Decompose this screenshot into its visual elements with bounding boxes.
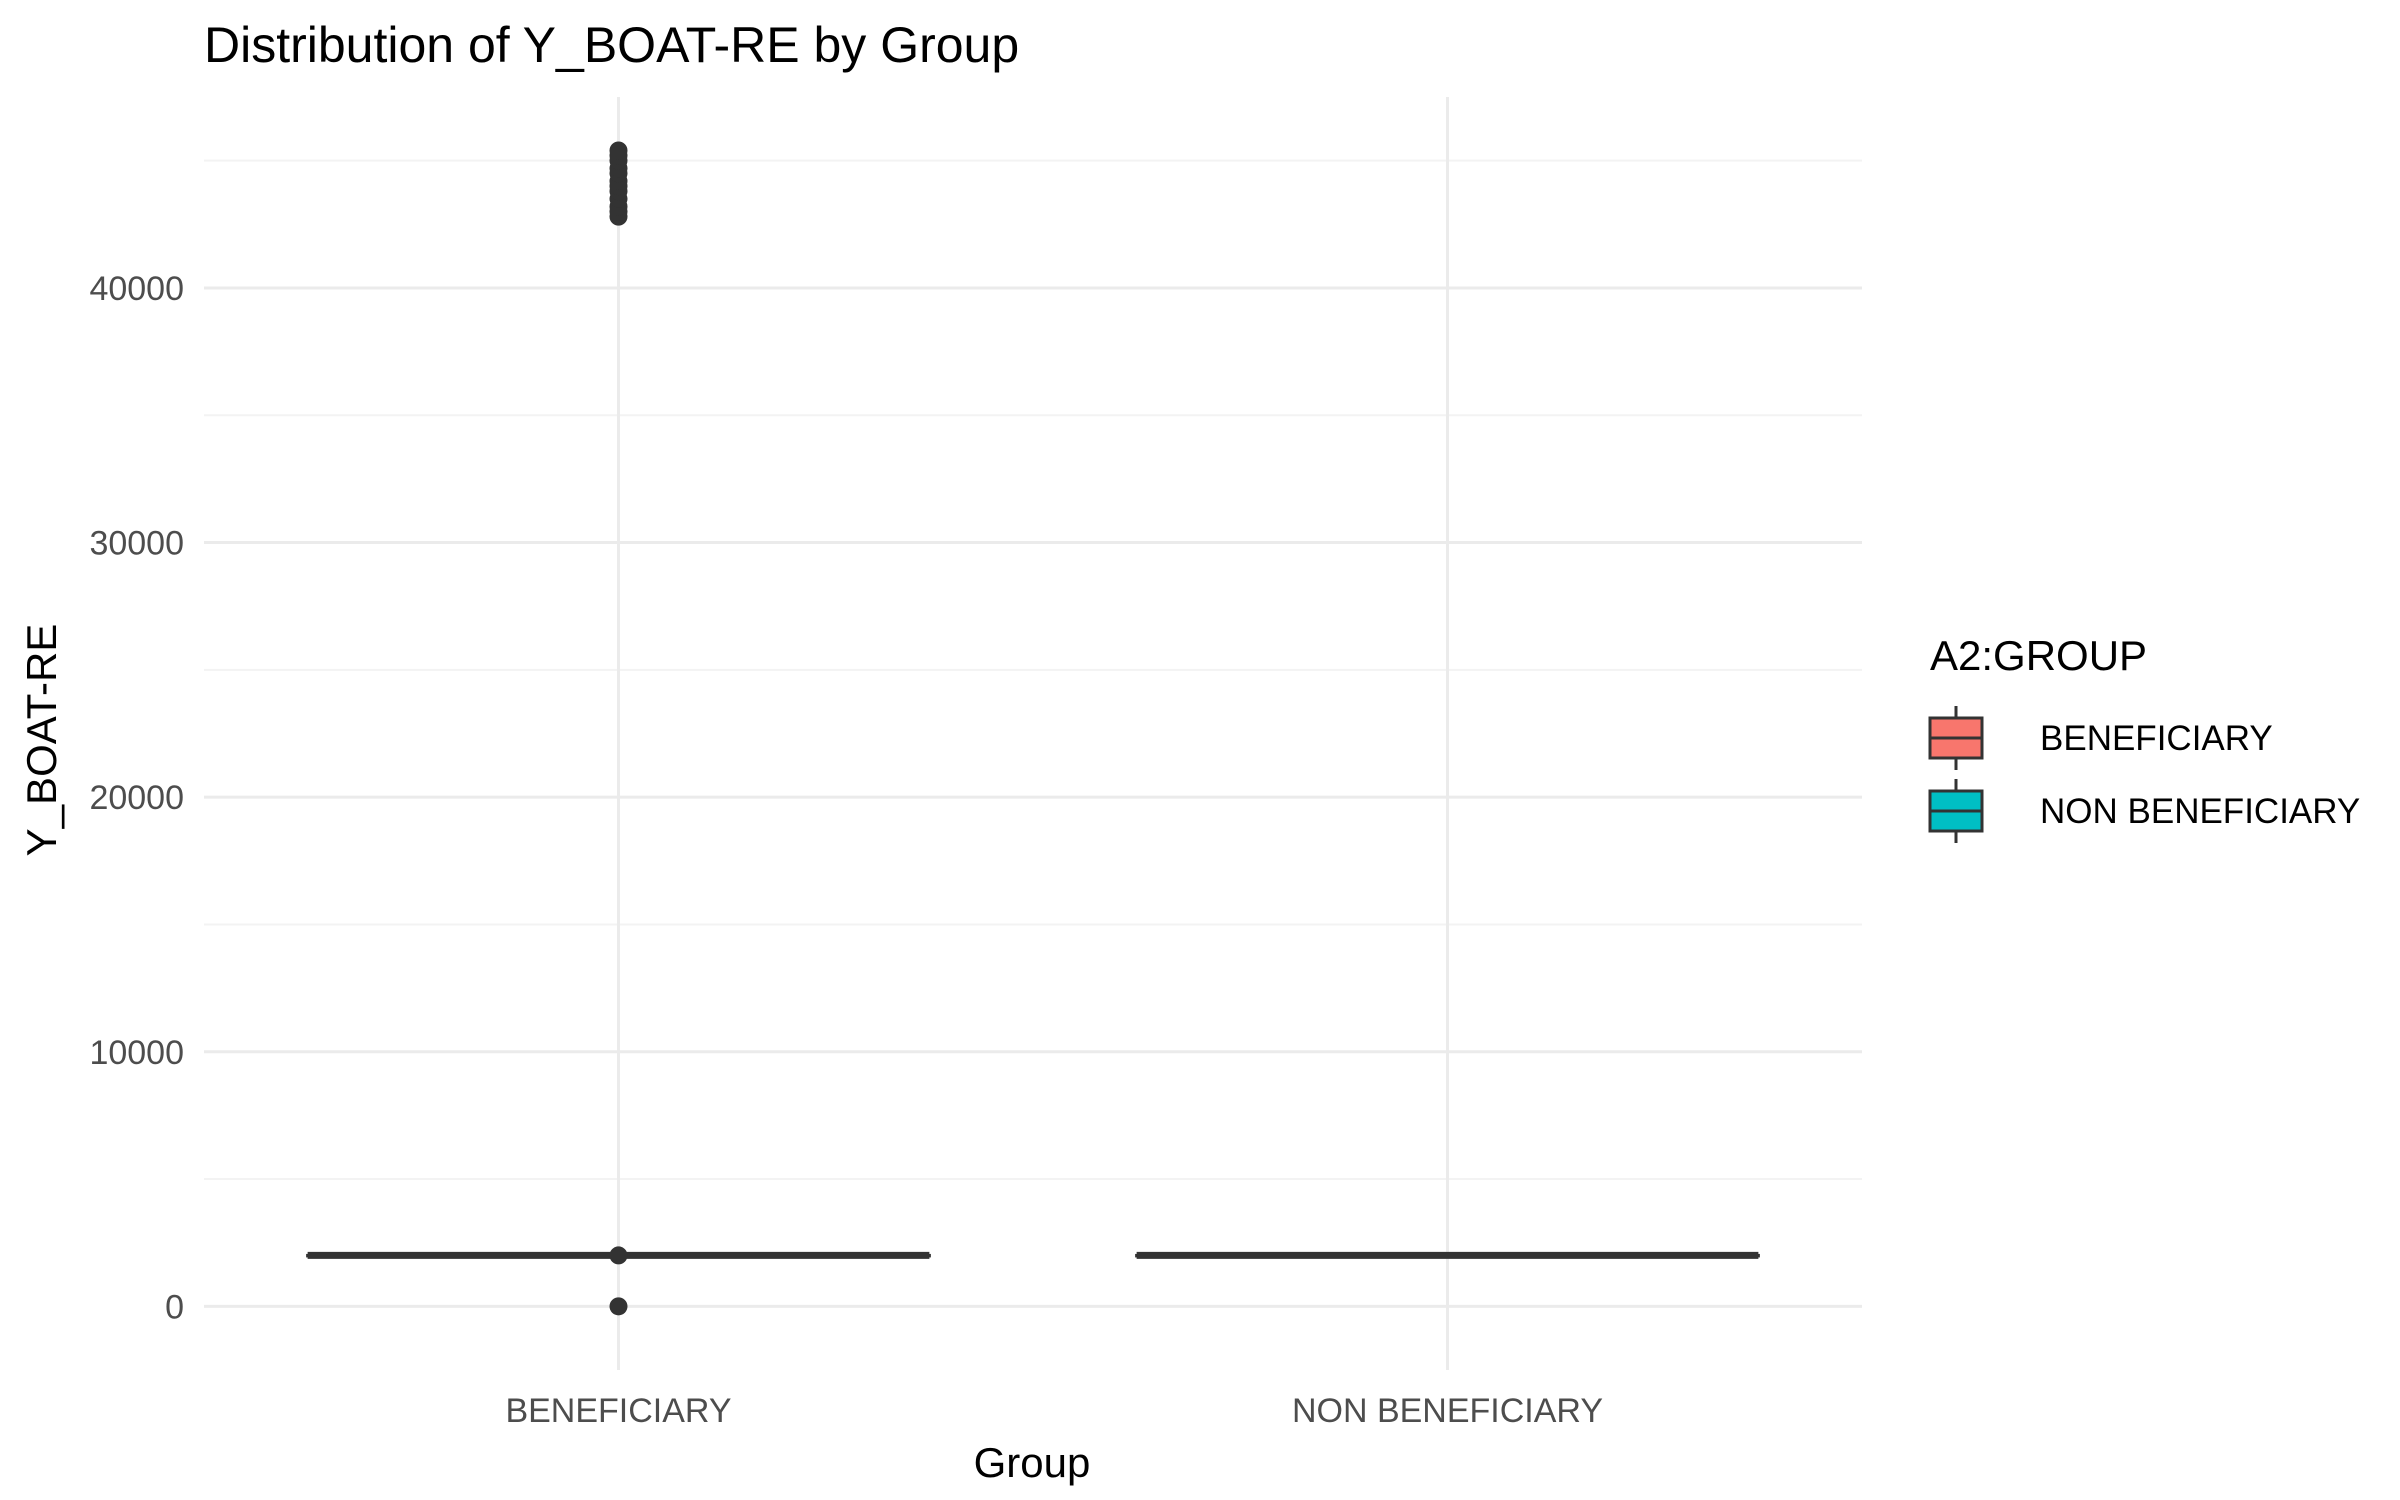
y-tick-label: 30000	[89, 525, 184, 563]
grid-lines	[204, 97, 1862, 1370]
outlier-point	[609, 1246, 628, 1265]
x-tick-label: NON BENEFICIARY	[1292, 1392, 1603, 1430]
legend-label: NON BENEFICIARY	[2040, 792, 2360, 831]
chart-title: Distribution of Y_BOAT-RE by Group	[204, 17, 1019, 73]
y-axis-title: Y_BOAT-RE	[18, 624, 65, 857]
y-tick-label: 40000	[89, 270, 184, 308]
y-tick-labels: 0 10000 20000 30000 40000	[89, 270, 184, 1326]
x-axis-title: Group	[974, 1439, 1091, 1486]
box-group	[306, 141, 931, 1316]
box-series	[306, 141, 1760, 1316]
y-tick-label: 10000	[89, 1034, 184, 1072]
legend-entry: BENEFICIARY	[1928, 706, 2273, 770]
legend-title: A2:GROUP	[1930, 632, 2147, 679]
legend-label: BENEFICIARY	[2040, 719, 2273, 758]
x-tick-labels: BENEFICIARY NON BENEFICIARY	[505, 1392, 1603, 1430]
y-tick-label: 0	[165, 1288, 184, 1326]
box-group	[1135, 1251, 1760, 1259]
outlier-point	[609, 141, 628, 160]
x-tick-label: BENEFICIARY	[505, 1392, 731, 1430]
y-tick-label: 20000	[89, 779, 184, 817]
legend: A2:GROUP BENEFICIARY NON BENEFICIARY	[1928, 632, 2360, 843]
legend-entry: NON BENEFICIARY	[1928, 779, 2360, 843]
outlier-point	[609, 1297, 628, 1316]
